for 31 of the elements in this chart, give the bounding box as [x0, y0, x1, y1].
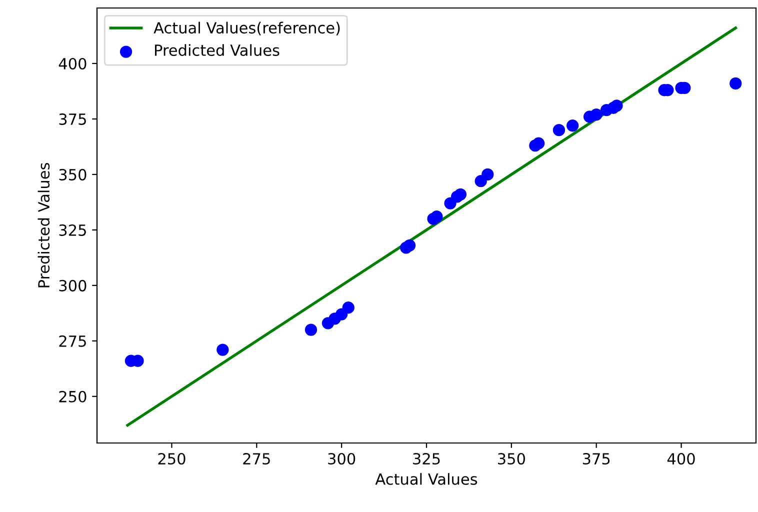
x-tick-label: 300 — [328, 452, 356, 465]
y-tick-label: 400 — [58, 58, 86, 70]
y-tick-label: 350 — [59, 168, 86, 180]
point — [482, 168, 494, 181]
y-axis-title: Predicted Values — [38, 163, 50, 288]
point — [216, 344, 229, 356]
legend-label: Actual Values(reference) — [154, 22, 340, 36]
point — [590, 108, 602, 121]
x-tick-label: 375 — [582, 452, 610, 465]
x-tick-label: 275 — [243, 452, 270, 465]
y-tick-label: 325 — [59, 224, 86, 236]
x-tick-label: 400 — [667, 452, 695, 465]
y-tick-label: 300 — [59, 280, 86, 292]
x-tick-label: 250 — [158, 452, 186, 465]
point — [552, 124, 566, 136]
y-tick-label: 375 — [59, 113, 86, 125]
legend-label: Predicted Values — [155, 44, 280, 56]
point — [403, 239, 416, 252]
point — [430, 210, 443, 223]
x-tick-label: 350 — [498, 452, 525, 465]
point — [730, 77, 742, 90]
x-axis-title: Actual Values — [375, 473, 478, 485]
point — [304, 324, 318, 336]
y-tick-label: 250 — [59, 390, 86, 402]
y-tick-label: 275 — [59, 335, 86, 347]
point — [532, 137, 545, 150]
point — [610, 100, 623, 112]
point — [454, 188, 467, 201]
x-tick-label: 325 — [413, 452, 440, 465]
point — [342, 302, 354, 314]
point — [566, 120, 579, 132]
